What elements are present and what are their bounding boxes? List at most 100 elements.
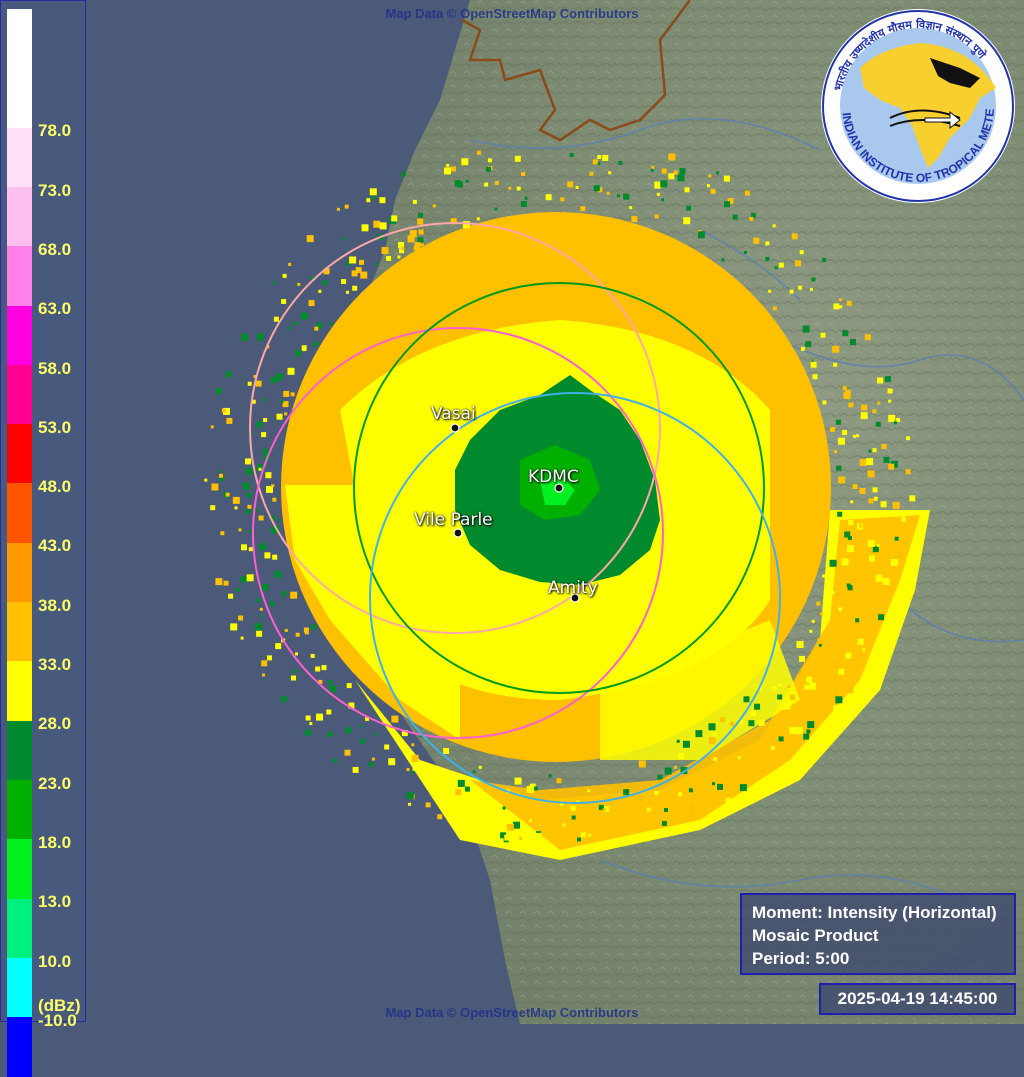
- echo-speckle: [859, 524, 863, 528]
- echo-speckle: [650, 168, 654, 172]
- echo-speckle: [802, 325, 810, 333]
- echo-speckle: [336, 207, 340, 211]
- vile-parle-marker[interactable]: [453, 528, 463, 538]
- echo-speckle: [850, 500, 854, 504]
- echo-speckle: [809, 682, 817, 690]
- echo-speckle: [534, 832, 542, 840]
- echo-speckle: [761, 765, 765, 769]
- echo-speckle: [597, 162, 601, 165]
- echo-speckle: [255, 599, 259, 603]
- echo-speckle: [560, 803, 564, 807]
- echo-speckle: [623, 789, 630, 796]
- echo-speckle: [811, 619, 815, 623]
- echo-speckle: [276, 413, 283, 420]
- iitm-logo: INDIAN INSTITUTE OF TROPICAL METEOROLOGY…: [820, 8, 1015, 203]
- echo-speckle: [763, 767, 767, 771]
- echo-speckle: [297, 282, 301, 286]
- echo-speckle: [521, 172, 526, 176]
- echo-speckle: [598, 804, 604, 810]
- echo-speckle: [284, 628, 288, 632]
- echo-speckle: [893, 421, 897, 425]
- echo-speckle: [872, 487, 878, 493]
- amity-marker[interactable]: [570, 593, 580, 603]
- echo-speckle: [838, 298, 842, 302]
- vasai-marker[interactable]: [450, 423, 460, 433]
- echo-speckle: [397, 255, 401, 259]
- echo-speckle: [661, 820, 667, 826]
- echo-speckle: [519, 836, 523, 840]
- legend-swatch: [7, 483, 32, 544]
- echo-speckle: [892, 501, 900, 509]
- echo-speckle: [346, 683, 352, 689]
- echo-speckle: [409, 230, 417, 238]
- echo-speckle: [852, 434, 856, 438]
- echo-speckle: [290, 392, 295, 397]
- echo-speckle: [876, 543, 880, 547]
- echo-speckle: [809, 629, 813, 633]
- echo-speckle: [896, 418, 901, 422]
- echo-speckle: [450, 166, 456, 172]
- echo-speckle: [355, 267, 362, 274]
- echo-speckle: [618, 160, 623, 165]
- echo-speckle: [872, 409, 877, 414]
- echo-speckle: [833, 303, 840, 310]
- echo-speckle: [791, 233, 798, 240]
- echo-speckle: [750, 212, 756, 218]
- echo-speckle: [725, 797, 731, 803]
- echo-speckle: [258, 598, 262, 602]
- echo-speckle: [830, 427, 836, 432]
- echo-speckle: [882, 577, 890, 585]
- echo-speckle: [754, 703, 761, 710]
- echo-speckle: [560, 197, 565, 202]
- echo-speckle: [631, 216, 638, 223]
- echo-speckle: [223, 580, 229, 586]
- echo-speckle: [379, 222, 387, 230]
- echo-speckle: [270, 377, 277, 383]
- echo-speckle: [906, 436, 911, 441]
- echo-speckle: [853, 578, 860, 585]
- echo-speckle: [277, 518, 281, 522]
- echo-speckle: [875, 421, 881, 427]
- echo-speckle: [246, 574, 254, 582]
- echo-speckle: [795, 727, 803, 735]
- echo-speckle: [457, 779, 465, 787]
- echo-speckle: [270, 527, 277, 534]
- echo-speckle: [432, 204, 436, 208]
- echo-speckle: [869, 555, 875, 562]
- echo-speckle: [787, 685, 791, 689]
- echo-speckle: [251, 399, 256, 404]
- echo-speckle: [868, 604, 872, 608]
- echo-speckle: [259, 543, 267, 551]
- kdmc-marker[interactable]: [554, 483, 564, 493]
- echo-speckle: [407, 235, 415, 243]
- echo-speckle: [730, 722, 735, 726]
- legend-swatch: [7, 898, 32, 959]
- echo-speckle: [661, 198, 665, 202]
- echo-speckle: [567, 181, 574, 188]
- echo-speckle: [765, 241, 770, 246]
- echo-speckle: [508, 186, 512, 190]
- echo-speckle: [654, 181, 662, 189]
- echo-speckle: [712, 732, 717, 737]
- echo-speckle: [753, 237, 760, 244]
- echo-speckle: [577, 837, 581, 842]
- echo-speckle: [484, 182, 489, 187]
- echo-speckle: [772, 306, 777, 311]
- echo-speckle: [310, 276, 315, 281]
- echo-speckle: [832, 345, 840, 353]
- echo-speckle: [455, 789, 462, 796]
- echo-speckle: [860, 412, 868, 420]
- echo-speckle: [765, 256, 770, 261]
- echo-speckle: [259, 607, 263, 611]
- echo-speckle: [398, 242, 404, 248]
- echo-speckle: [803, 733, 810, 740]
- echo-speckle: [411, 743, 415, 747]
- echo-speckle: [888, 399, 892, 403]
- echo-speckle: [316, 713, 323, 721]
- echo-speckle: [219, 476, 225, 482]
- echo-speckle: [743, 696, 750, 703]
- echo-speckle: [750, 710, 756, 716]
- echo-speckle: [738, 748, 742, 751]
- echo-speckle: [272, 281, 275, 285]
- echo-speckle: [360, 738, 365, 744]
